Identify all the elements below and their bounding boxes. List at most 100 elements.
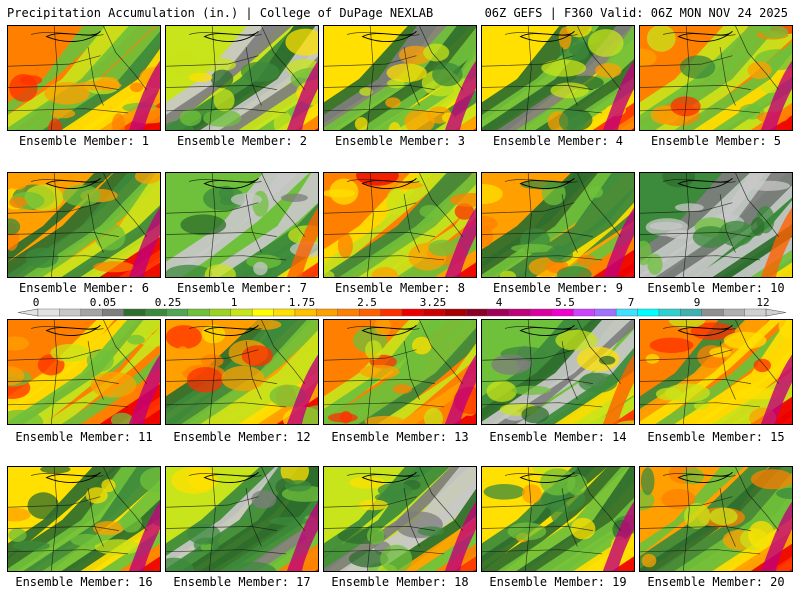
colorbar-swatch <box>166 308 189 317</box>
ensemble-member-map <box>7 466 161 572</box>
colorbar-swatch <box>37 308 61 317</box>
colorbar-tick-label: 0.05 <box>89 296 117 309</box>
ensemble-member-map <box>165 319 319 425</box>
colorbar-swatch <box>358 308 382 317</box>
ensemble-member-label: Ensemble Member: 16 <box>15 575 153 589</box>
precipitation-field <box>166 467 318 571</box>
precipitation-field <box>640 173 792 277</box>
colorbar-tick-label: 4 <box>495 296 503 309</box>
colorbar-swatch <box>187 308 210 317</box>
ensemble-member-label: Ensemble Member: 14 <box>489 430 627 444</box>
ensemble-member-label: Ensemble Member: 7 <box>176 281 308 295</box>
colorbar-swatch <box>209 308 232 317</box>
precipitation-field <box>482 320 634 424</box>
colorbar-max-arrow <box>765 308 787 317</box>
precipitation-field <box>640 320 792 424</box>
ensemble-member-map <box>323 319 477 425</box>
ensemble-member-map <box>7 319 161 425</box>
ensemble-member-label: Ensemble Member: 18 <box>331 575 469 589</box>
precipitation-field <box>324 320 476 424</box>
ensemble-member-map <box>481 172 635 278</box>
ensemble-member-map <box>323 172 477 278</box>
ensemble-member-map <box>165 25 319 131</box>
colorbar-swatch <box>144 308 168 317</box>
precipitation-field <box>482 467 634 571</box>
colorbar-swatch <box>251 308 275 317</box>
ensemble-member-label: Ensemble Member: 6 <box>18 281 150 295</box>
colorbar-swatch <box>380 308 403 317</box>
ensemble-member-label: Ensemble Member: 20 <box>647 575 785 589</box>
ensemble-member-label: Ensemble Member: 15 <box>647 430 785 444</box>
precipitation-field <box>166 173 318 277</box>
ensemble-member-map <box>639 25 793 131</box>
ensemble-member-map <box>639 466 793 572</box>
colorbar-swatch <box>444 308 467 317</box>
ensemble-member-map <box>7 25 161 131</box>
ensemble-member-map <box>7 172 161 278</box>
ensemble-member-label: Ensemble Member: 17 <box>173 575 311 589</box>
colorbar-min-arrow <box>17 308 39 317</box>
precipitation-field <box>324 26 476 130</box>
colorbar-tick-label: 0 <box>32 296 40 309</box>
ensemble-member-label: Ensemble Member: 11 <box>15 430 153 444</box>
colorbar-swatch <box>573 308 596 317</box>
colorbar-swatch <box>594 308 617 317</box>
colorbar-swatch <box>102 308 125 317</box>
colorbar-tick-label: 1 <box>230 296 238 309</box>
ensemble-member-map <box>481 319 635 425</box>
colorbar-swatch <box>337 308 360 317</box>
model-run-info: 06Z GEFS | F360 Valid: 06Z MON NOV 24 20… <box>484 6 788 20</box>
precipitation-field <box>166 26 318 130</box>
precipitation-field <box>8 26 160 130</box>
colorbar-swatch <box>530 308 553 317</box>
colorbar-swatch <box>744 308 767 317</box>
ensemble-member-label: Ensemble Member: 1 <box>18 134 150 148</box>
colorbar-swatch <box>508 308 532 317</box>
ensemble-member-map <box>481 25 635 131</box>
precipitation-field <box>640 467 792 571</box>
ensemble-member-map <box>165 172 319 278</box>
ensemble-member-map <box>323 466 477 572</box>
colorbar-tick-label: 3.25 <box>419 296 447 309</box>
precipitation-field <box>8 467 160 571</box>
precipitation-field <box>8 173 160 277</box>
colorbar-swatch <box>316 308 339 317</box>
precipitation-colorbar <box>17 308 787 317</box>
ensemble-member-label: Ensemble Member: 2 <box>176 134 308 148</box>
colorbar-swatch <box>80 308 103 317</box>
ensemble-member-label: Ensemble Member: 12 <box>173 430 311 444</box>
ensemble-member-label: Ensemble Member: 8 <box>334 281 466 295</box>
precipitation-field <box>166 320 318 424</box>
colorbar-tick-label: 2.5 <box>357 296 377 309</box>
precipitation-field <box>482 173 634 277</box>
ensemble-member-label: Ensemble Member: 3 <box>334 134 466 148</box>
ensemble-member-label: Ensemble Member: 19 <box>489 575 627 589</box>
colorbar-swatch <box>680 308 703 317</box>
colorbar-swatch <box>637 308 660 317</box>
ensemble-member-map <box>323 25 477 131</box>
ensemble-member-label: Ensemble Member: 9 <box>492 281 624 295</box>
precipitation-field <box>324 173 476 277</box>
colorbar-tick-label: 1.75 <box>288 296 316 309</box>
colorbar-swatch <box>615 308 639 317</box>
precipitation-field <box>482 26 634 130</box>
colorbar-swatch <box>722 308 746 317</box>
ensemble-member-label: Ensemble Member: 4 <box>492 134 624 148</box>
colorbar-tick-label: 5.5 <box>555 296 575 309</box>
colorbar-swatch <box>701 308 724 317</box>
ensemble-member-label: Ensemble Member: 5 <box>650 134 782 148</box>
colorbar-swatch <box>230 308 253 317</box>
colorbar-swatch <box>401 308 425 317</box>
chart-title: Precipitation Accumulation (in.) | Colle… <box>7 6 434 20</box>
colorbar-swatch <box>273 308 296 317</box>
ensemble-member-map <box>165 466 319 572</box>
colorbar-swatch <box>294 308 317 317</box>
ensemble-member-map <box>481 466 635 572</box>
precipitation-field <box>324 467 476 571</box>
colorbar-swatch <box>123 308 146 317</box>
ensemble-member-label: Ensemble Member: 10 <box>647 281 785 295</box>
colorbar-tick-label: 9 <box>693 296 701 309</box>
colorbar-swatch <box>59 308 82 317</box>
ensemble-member-label: Ensemble Member: 13 <box>331 430 469 444</box>
colorbar-swatch <box>487 308 510 317</box>
